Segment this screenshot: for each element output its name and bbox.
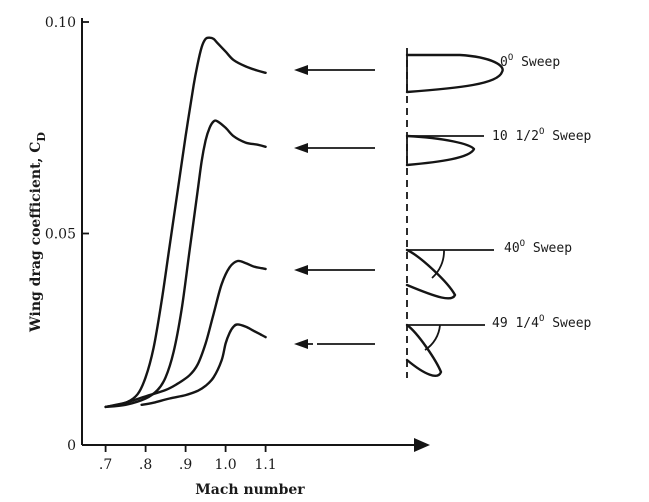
chart-curves [104,36,267,409]
legend-label-suffix-0: Sweep [513,55,560,70]
chart-axes [81,18,430,452]
legend-label-1: 10 1/2O Sweep [492,127,592,144]
y-axis-title: Wing drag coefficient, CD [28,132,48,333]
pointer-arrow-head-2 [294,265,308,275]
legend-label-2: 40O Sweep [504,239,572,256]
y-axis-title-subscript: D [35,132,48,142]
legend-label-suffix-2: Sweep [525,241,572,256]
series-line-3 [140,323,267,406]
section-2-angle-arc [431,249,445,279]
series-line-0 [104,36,267,409]
y-tick-label-2: 0.10 [45,15,76,31]
legend-label-degree-2: O [520,239,525,249]
legend-label-value-0: 0 [500,55,508,70]
y-tick-label-1: 0.05 [45,227,76,243]
legend-label-value-2: 40 [504,241,520,256]
x-tick-label-4: 1.1 [254,457,276,473]
series-line-2 [104,259,267,409]
legend-label-suffix-1: Sweep [544,129,591,144]
series-line-1 [104,119,267,409]
x-tick-label-2: .9 [179,457,192,473]
legend-label-3: 49 1/4O Sweep [492,314,592,331]
section-2-planform [405,248,457,300]
x-tick-label-3: 1.0 [214,457,236,473]
section-1-planform [405,134,476,167]
legend-label-degree-0: O [508,53,513,63]
legend-label-value-1: 10 1/2 [492,129,539,144]
legend-label-degree-1: O [539,127,544,137]
y-axis-title-main: Wing drag coefficient, C [28,142,44,333]
pointer-arrow-head-0 [294,65,308,75]
legend-label-suffix-3: Sweep [544,316,591,331]
y-axis-title-group: Wing drag coefficient, CD [28,132,48,333]
section-0-planform [405,53,504,94]
y-tick-label-0: 0 [67,438,76,454]
chart-ticks: .7 .8 .9 1.0 1.1 0 0.05 0.10 [45,15,277,473]
x-tick-label-0: .7 [99,457,112,473]
legend-label-degree-3: O [539,314,544,324]
section-3-angle-arc [424,324,441,351]
x-axis-arrowhead [414,438,430,452]
section-3-planform [405,323,443,377]
legend-label-value-3: 49 1/4 [492,316,539,331]
x-tick-label-1: .8 [139,457,152,473]
pointer-arrow-head-1 [294,143,308,153]
pointer-arrow-head-3 [294,339,308,349]
x-axis-title: Mach number [195,482,305,498]
legend-label-0: 0O Sweep [500,53,560,70]
